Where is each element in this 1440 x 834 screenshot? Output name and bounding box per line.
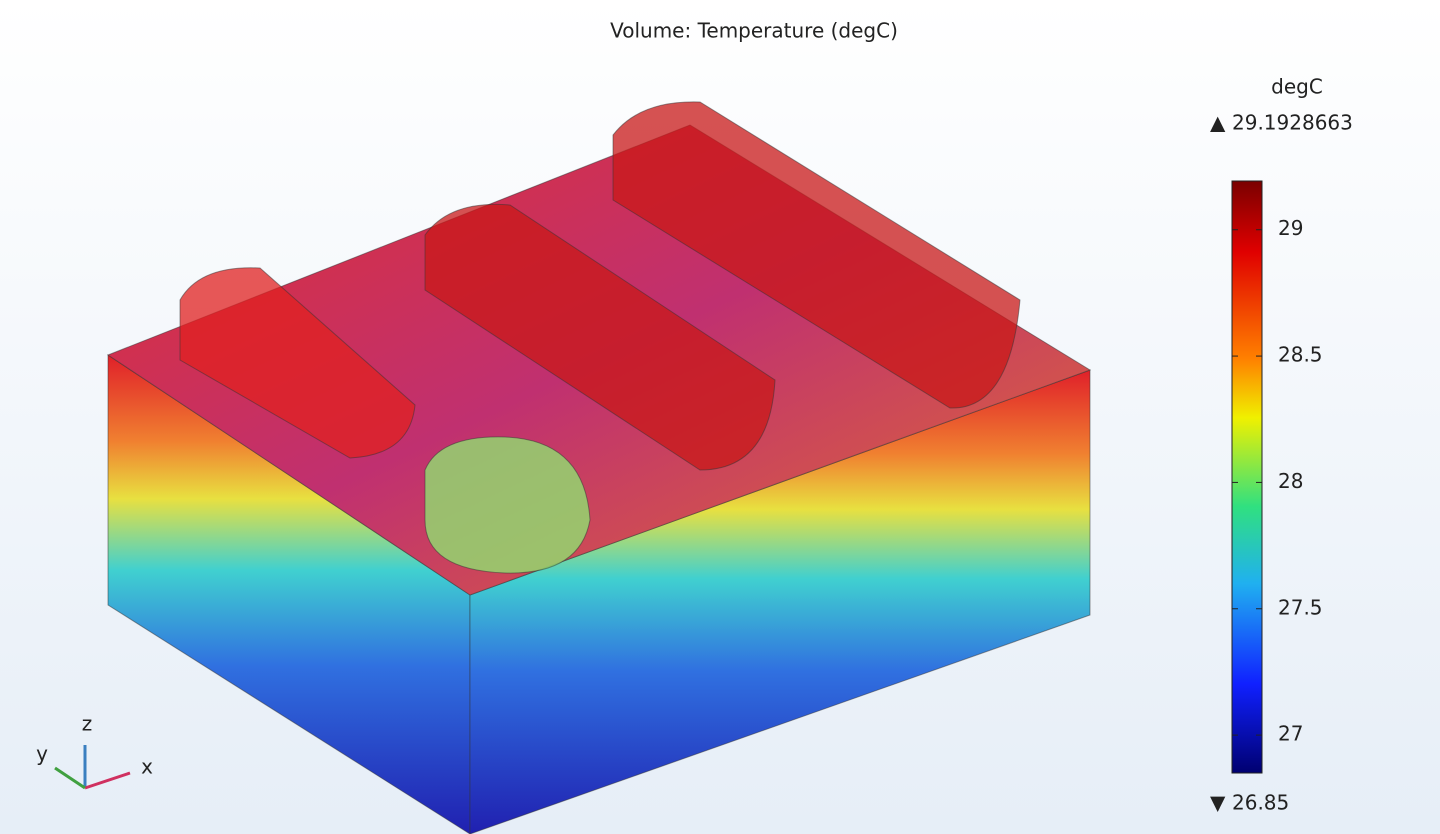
colorbar-max: 29.1928663	[1232, 111, 1353, 135]
tick-label: 28.5	[1278, 343, 1323, 367]
x-label: x	[141, 755, 153, 779]
colorbar	[1232, 181, 1262, 773]
plot-title: Volume: Temperature (degC)	[610, 19, 898, 43]
colorbar-unit: degC	[1271, 75, 1323, 99]
y-label: y	[36, 742, 48, 766]
viewport: z x y Volume: Temperature (degC) degC ▲ …	[0, 0, 1440, 834]
tick-label: 27.5	[1278, 595, 1323, 619]
min-marker: ▼	[1210, 791, 1226, 815]
max-marker: ▲	[1210, 111, 1226, 135]
tick-label: 29	[1278, 216, 1303, 240]
tick-label: 27	[1278, 722, 1303, 746]
tick-label: 28	[1278, 469, 1303, 493]
colorbar-min: 26.85	[1232, 791, 1289, 815]
z-label: z	[82, 712, 93, 736]
